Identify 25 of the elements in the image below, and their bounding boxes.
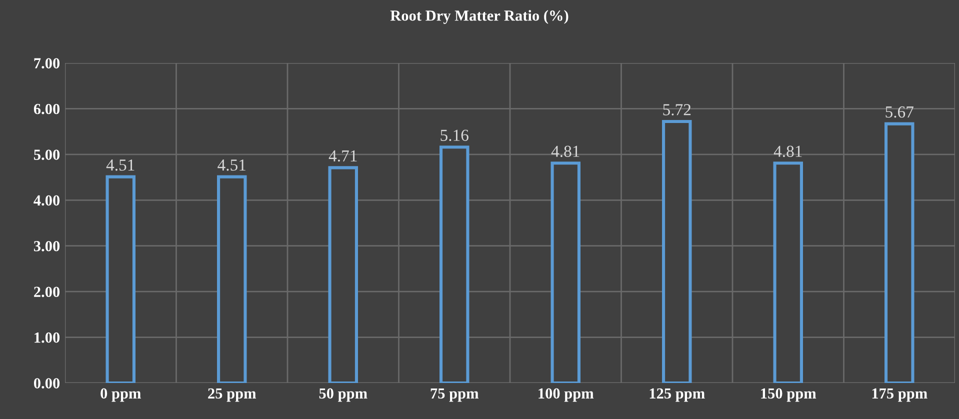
y-tick-label: 7.00 [34, 58, 60, 69]
y-tick-label: 1.00 [34, 332, 60, 343]
x-tick-label: 50 ppm [319, 388, 368, 402]
chart-title: Root Dry Matter Ratio (%) [390, 10, 568, 24]
data-label: 4.71 [328, 150, 357, 162]
x-tick-label: 125 ppm [650, 388, 705, 402]
data-label: 5.72 [663, 104, 691, 116]
x-tick-label: 0 ppm [100, 388, 141, 402]
data-label: 4.81 [774, 146, 802, 158]
y-tick-label: 2.00 [34, 286, 60, 298]
data-label: 4.81 [551, 146, 580, 158]
x-tick-label: 75 ppm [430, 388, 479, 402]
y-tick-label: 4.00 [34, 195, 60, 206]
x-tick-label: 100 ppm [538, 388, 594, 402]
x-tick-label: 175 ppm [872, 388, 928, 402]
data-label: 4.51 [106, 160, 134, 171]
data-label: 5.16 [440, 130, 468, 142]
y-tick-label: 3.00 [34, 241, 60, 252]
y-tick-label: 5.00 [34, 150, 60, 160]
x-tick-label: 150 ppm [761, 388, 816, 402]
data-label: 4.51 [218, 160, 246, 171]
x-tick-label: 25 ppm [208, 388, 256, 402]
y-tick-label: 6.00 [34, 104, 60, 114]
data-label: 5.67 [886, 106, 914, 118]
y-tick-label: 0.00 [34, 378, 60, 389]
